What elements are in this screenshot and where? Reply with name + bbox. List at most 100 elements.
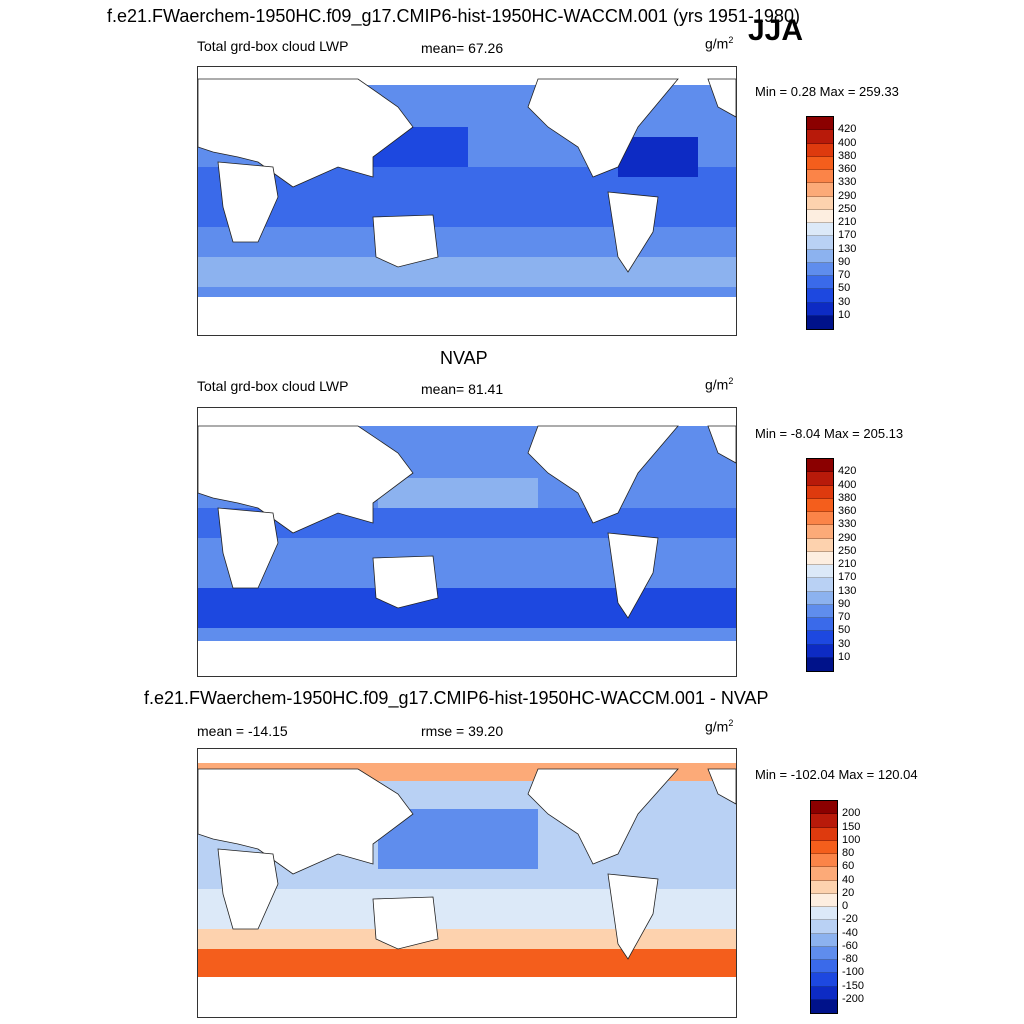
legend-swatch [807,604,833,618]
australia [372,555,439,609]
legend-tick-label: 400 [838,478,857,491]
legend-swatch [807,498,833,512]
map-model [197,66,737,336]
legend-swatch [807,143,833,157]
legend-tick-label: 10 [838,650,851,663]
panel-model-minmax: Min = 0.28 Max = 259.33 [755,84,899,99]
legend-swatch [811,973,837,987]
legend-swatch [807,578,833,592]
legend-tick-label: 80 [842,847,855,859]
legend-obs [806,458,834,672]
legend-swatch [811,880,837,894]
legend-tick-label: 20 [842,886,855,899]
ocean-region-north-atlantic [618,137,698,177]
legend-swatch [807,631,833,645]
legend-swatch [811,867,837,881]
eurasia [198,425,414,534]
legend-swatch [807,512,833,526]
legend-swatch [807,209,833,223]
legend-swatch [811,986,837,1000]
panel-model-variable-label: Total grd-box cloud LWP [197,38,349,54]
eurasia [198,768,414,875]
legend-tick-label: 210 [838,216,857,228]
antarctica [198,297,736,335]
obs-map-canvas [198,408,736,676]
north-america [527,768,679,865]
europe-edge [707,425,736,464]
section-title-nvap: NVAP [440,348,488,368]
section-title-diff: f.e21.FWaerchem-1950HC.f09_g17.CMIP6-his… [144,688,769,708]
legend-swatch [811,854,837,868]
legend-tick-label: 50 [838,624,851,637]
legend-tick-label: 100 [842,833,861,846]
legend-tick-label: 60 [842,860,855,873]
panel-model-units: g/m2 [705,35,734,52]
legend-swatch [811,840,837,854]
panel-model-mean: mean= 67.26 [421,40,504,56]
legend-swatch [807,130,833,144]
legend-tick-label: 130 [838,242,857,255]
legend-swatch [807,223,833,237]
legend-swatch [807,236,833,250]
legend-swatch [807,183,833,197]
legend-tick-label: 200 [842,807,861,820]
arctic-cap [198,408,736,426]
legend-tick-label: 210 [838,558,857,570]
australia [372,896,439,950]
legend-swatch [811,946,837,960]
legend-swatch [811,801,837,815]
legend-swatch [811,999,837,1013]
legend-swatch [807,117,833,131]
diff-map-canvas [198,749,736,1017]
legend-tick-label: 90 [838,597,851,610]
legend-tick-label: 400 [838,136,857,149]
europe-edge [707,78,736,118]
legend-swatch [807,657,833,671]
south-america [607,532,659,619]
australia [372,214,439,268]
south-america [607,191,659,273]
legend-tick-label: 40 [842,873,855,886]
legend-swatch [807,262,833,276]
ocean-band-southern-1 [198,929,736,949]
ocean-band-southern [198,257,736,287]
map-obs [197,407,737,677]
legend-swatch [807,302,833,316]
legend-tick-label: 170 [838,229,857,242]
legend-tick-label: 380 [838,149,857,162]
antarctica [198,641,736,676]
legend-tick-label: -100 [842,966,865,979]
legend-diff [810,800,838,1014]
panel-obs-minmax: Min = -8.04 Max = 205.13 [755,426,904,441]
legend-tick-label: -40 [842,926,858,939]
legend-swatch [811,907,837,921]
legend-tick-label: 70 [838,269,851,281]
legend-tick-label: -150 [842,979,865,992]
legend-swatch [811,933,837,947]
continents [198,768,736,960]
legend-tick-label: 10 [838,308,851,321]
legend-tick-label: 290 [838,189,857,202]
figure-title: f.e21.FWaerchem-1950HC.f09_g17.CMIP6-his… [107,6,800,26]
arctic-cap [198,749,736,763]
legend-swatch [807,472,833,486]
legend-swatch [807,156,833,170]
legend-tick-label: 290 [838,531,857,544]
legend-swatch [807,249,833,263]
season-label: JJA [748,14,804,47]
legend-tick-label: 50 [838,282,851,295]
legend-swatch [807,565,833,579]
panel-diff-mean: mean = -14.15 [197,723,288,739]
africa [217,161,279,243]
ocean-band-southern-2 [198,949,736,977]
legend-tick-label: 360 [838,505,857,517]
legend-tick-label: 250 [838,202,857,215]
legend-tick-label: -80 [842,953,858,965]
legend-tick-label: 0 [842,900,849,912]
legend-tick-label: 330 [838,518,857,531]
legend-tick-label: 90 [838,255,851,268]
legend-swatch [807,591,833,605]
legend-swatch [811,893,837,907]
panel-obs-variable-label: Total grd-box cloud LWP [197,378,349,394]
legend-tick-label: 420 [838,465,857,478]
